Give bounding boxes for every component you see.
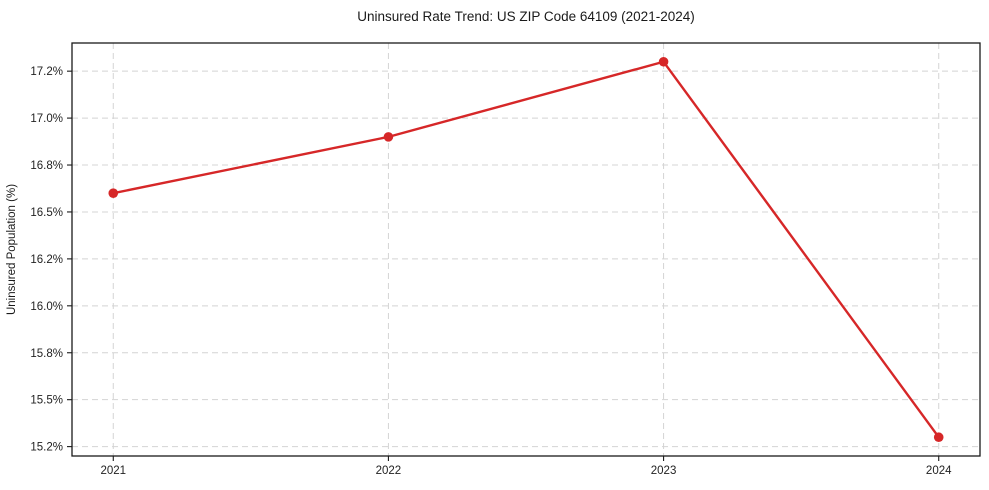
data-point [108, 188, 119, 198]
x-tick-label: 2023 [651, 465, 677, 477]
x-tick-label: 2021 [100, 465, 126, 477]
trend-line [112, 60, 940, 439]
data-series [108, 56, 944, 443]
y-tick-label: 16.0% [30, 301, 63, 313]
y-axis-label: Uninsured Population (%) [6, 184, 18, 315]
y-tick-label: 16.8% [30, 160, 63, 172]
x-tick-label: 2024 [926, 465, 952, 477]
y-tick-label: 16.2% [30, 254, 63, 266]
y-tick-label: 16.5% [30, 207, 63, 219]
x-tick-label: 2022 [376, 465, 402, 477]
chart-title: Uninsured Rate Trend: US ZIP Code 64109 … [357, 9, 694, 24]
y-tick-label: 15.5% [30, 395, 63, 407]
y-tick-label: 15.2% [30, 442, 63, 454]
data-point [933, 432, 944, 443]
gridlines [72, 43, 980, 456]
plot-border [71, 42, 981, 457]
axes: 15.2% 15.5% 15.8% 16.0% 16.2% 16.5% 16.8% 17.0%… [30, 42, 981, 477]
data-point [383, 132, 394, 142]
y-tick-label: 17.0% [30, 113, 63, 125]
data-point [658, 56, 669, 67]
y-tick-label: 17.2% [30, 66, 63, 78]
y-tick-label: 15.8% [30, 348, 63, 360]
